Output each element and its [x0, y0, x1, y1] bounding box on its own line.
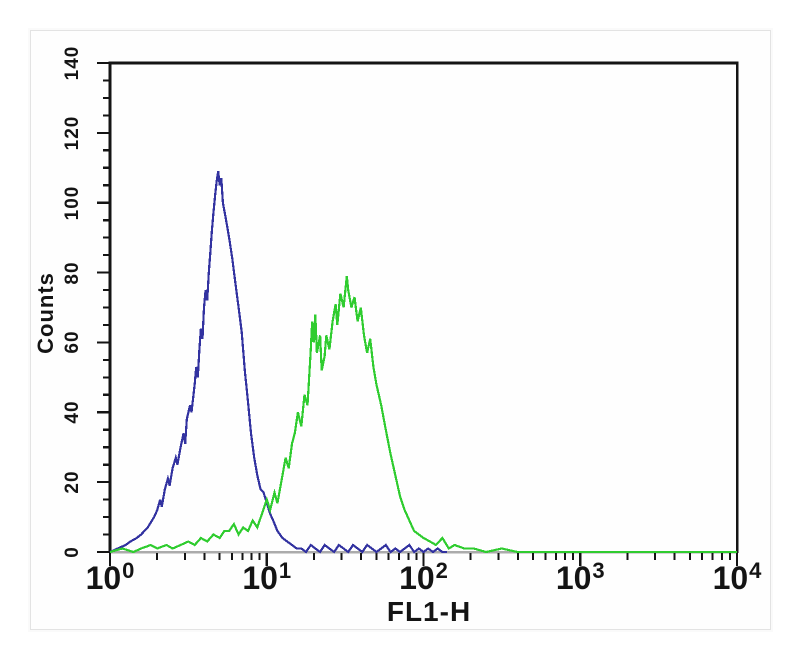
x-tick-label: 104 — [712, 558, 762, 597]
y-tick-label: 60 — [62, 330, 83, 354]
x-tick-base: 10 — [85, 560, 122, 596]
y-tick-label: 100 — [62, 185, 83, 221]
x-tick-exponent: 1 — [278, 558, 292, 583]
x-tick-exponent: 3 — [592, 558, 605, 583]
x-tick-label: 102 — [399, 558, 448, 597]
y-tick-label: 140 — [62, 45, 83, 81]
x-tick-label: 103 — [555, 558, 605, 597]
x-axis-title: FL1-H — [386, 596, 472, 627]
x-tick-label: 101 — [242, 558, 292, 597]
y-tick-label: 120 — [62, 115, 83, 151]
x-tick-exponent: 4 — [749, 558, 762, 583]
y-tick-label: 20 — [62, 470, 83, 494]
y-axis-title: Counts — [33, 272, 58, 354]
green-histogram — [109, 275, 737, 554]
x-tick-exponent: 0 — [122, 558, 135, 583]
y-tick-label: 0 — [62, 546, 83, 558]
x-tick-base: 10 — [712, 560, 749, 596]
x-tick-label: 100 — [85, 558, 135, 597]
chart-panel — [30, 30, 771, 630]
y-tick-label: 40 — [62, 400, 83, 424]
x-tick-base: 10 — [399, 560, 435, 596]
y-tick-label: 80 — [62, 260, 83, 285]
x-tick-exponent: 2 — [435, 558, 448, 583]
blue-histogram — [109, 171, 447, 554]
x-tick-base: 10 — [242, 560, 278, 596]
x-tick-base: 10 — [555, 560, 592, 596]
